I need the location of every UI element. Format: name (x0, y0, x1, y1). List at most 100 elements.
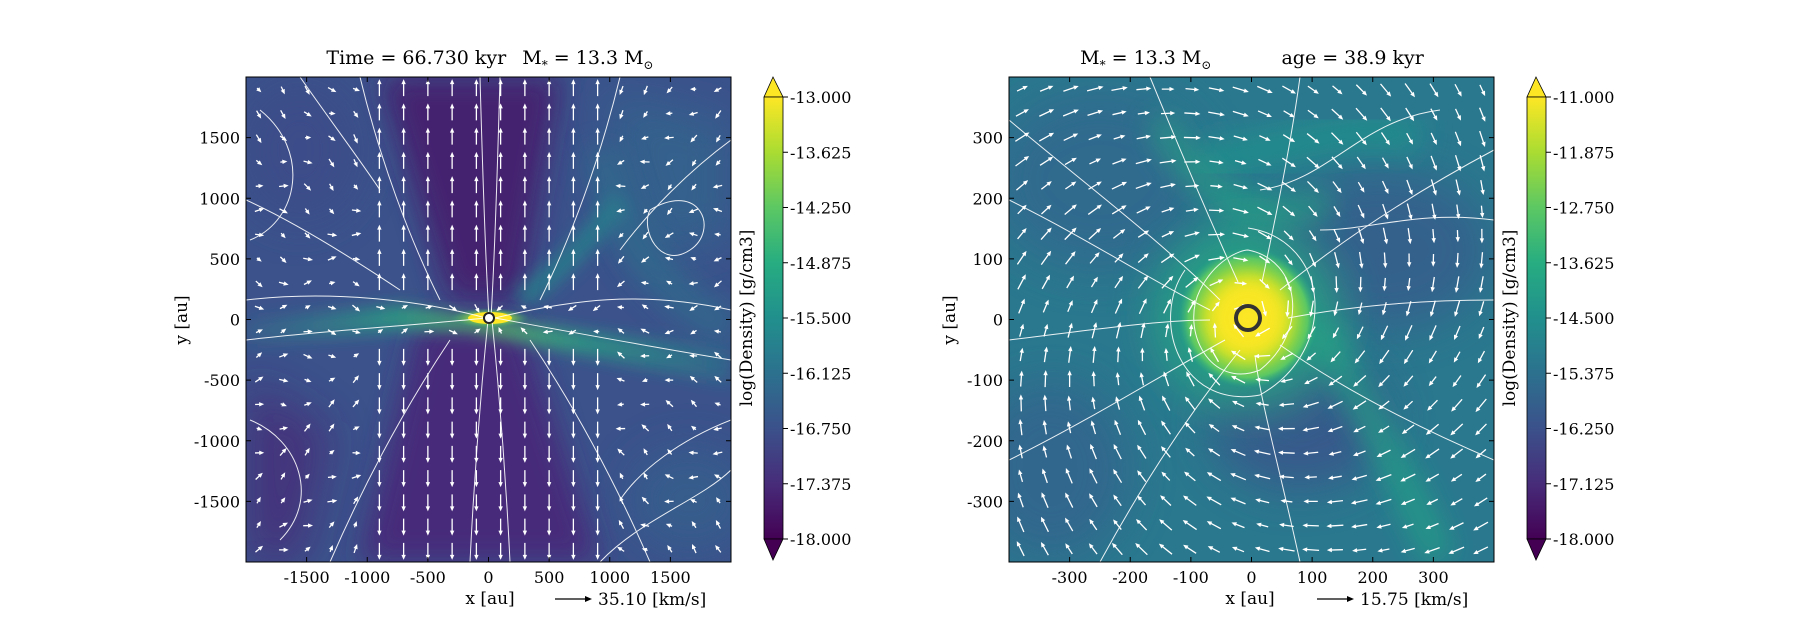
velocity-arrow (1307, 109, 1319, 119)
velocity-arrow (1137, 230, 1150, 238)
velocity-arrow (498, 200, 503, 218)
velocity-arrow (1331, 108, 1344, 120)
velocity-arrow (1375, 473, 1392, 481)
velocity-arrow (401, 176, 406, 194)
velocity-arrow (546, 273, 552, 291)
velocity-arrow (1159, 135, 1177, 140)
velocity-arrow (1310, 276, 1316, 293)
velocity-arrow (1019, 347, 1024, 362)
velocity-arrow (328, 158, 335, 168)
velocity-arrow (329, 183, 334, 192)
velocity-arrow (618, 232, 624, 238)
velocity-arrow (1302, 547, 1320, 552)
velocity-arrow (689, 375, 698, 383)
velocity-arrow (595, 470, 600, 488)
velocity-arrow (1430, 276, 1435, 293)
velocity-arrow (664, 329, 674, 335)
velocity-arrow (1184, 159, 1201, 165)
velocity-arrow (1448, 546, 1465, 554)
velocity-arrow (1454, 83, 1462, 97)
velocity-arrow (401, 103, 406, 121)
velocity-arrow (254, 376, 264, 383)
velocity-arrow (1450, 498, 1463, 506)
velocity-arrow (1091, 370, 1096, 387)
velocity-arrow (255, 329, 263, 334)
velocity-arrow (1332, 85, 1343, 95)
velocity-arrow (425, 445, 431, 463)
velocity-arrow (401, 304, 409, 310)
colorbar-tick-label: -13.625 (790, 143, 851, 162)
colorbar-tick-label: -18.000 (1553, 530, 1614, 549)
velocity-arrow (1163, 371, 1170, 387)
velocity-arrow (1115, 321, 1122, 339)
velocity-arrow (617, 546, 625, 552)
velocity-arrow (664, 304, 674, 310)
colorbar-tick-label: -14.875 (790, 254, 851, 273)
velocity-arrow (1207, 448, 1221, 457)
panel-right: M* = 13.3 M⊙ age = 38.9 kyr -300 -200 -100 0… (940, 47, 1614, 610)
velocity-arrow (1281, 157, 1296, 168)
velocity-arrow (640, 523, 650, 528)
velocity-arrow (425, 421, 431, 439)
velocity-arrow (255, 232, 265, 237)
velocity-arrow (327, 232, 338, 237)
velocity-arrow (1019, 323, 1025, 337)
xlabel-right: x [au] (1225, 589, 1274, 609)
velocity-arrow (1233, 324, 1245, 338)
velocity-arrow (1455, 204, 1461, 220)
velocity-arrow (1425, 473, 1440, 482)
velocity-arrow (1184, 111, 1201, 116)
velocity-arrow (1357, 302, 1363, 316)
velocity-arrow (691, 183, 697, 191)
velocity-arrow (1136, 134, 1152, 140)
quiver-key-right: 15.75 [km/s] (1317, 590, 1468, 610)
velocity-arrow (522, 397, 528, 415)
velocity-arrow (1088, 181, 1102, 190)
velocity-arrow (522, 79, 528, 97)
velocity-arrow (328, 377, 336, 382)
velocity-arrow (643, 85, 648, 96)
velocity-arrow (1309, 300, 1314, 318)
velocity-arrow (1425, 522, 1439, 530)
velocity-arrow (474, 127, 479, 145)
velocity-arrow (619, 496, 624, 505)
velocity-arrow (664, 377, 674, 383)
velocity-arrow (546, 224, 552, 242)
velocity-arrow (1065, 251, 1076, 265)
velocity-arrow (567, 304, 577, 311)
y-tick-label: -500 (204, 371, 240, 390)
velocity-arrow (498, 348, 503, 366)
velocity-arrow (1454, 300, 1461, 317)
velocity-arrow (1405, 324, 1413, 341)
velocity-arrow (1429, 325, 1437, 341)
velocity-arrow (498, 397, 503, 415)
velocity-arrow (1018, 469, 1024, 483)
velocity-arrow (352, 450, 361, 456)
velocity-arrow (328, 521, 335, 528)
velocity-arrow (1306, 133, 1320, 144)
velocity-arrow (1326, 547, 1343, 553)
velocity-arrow (1404, 83, 1415, 98)
velocity-arrow (1428, 350, 1437, 364)
velocity-arrow (1015, 180, 1029, 191)
colorbar-tick-label: -13.000 (790, 88, 851, 107)
velocity-arrow (1302, 523, 1319, 528)
velocity-arrow (425, 176, 431, 194)
velocity-arrow (1431, 203, 1437, 220)
velocity-arrow (1208, 398, 1221, 409)
velocity-arrow (1040, 204, 1052, 215)
velocity-arrow (640, 328, 650, 334)
velocity-arrow (377, 79, 382, 97)
velocity-arrow (1255, 498, 1270, 504)
velocity-arrow (643, 208, 649, 214)
velocity-arrow (1017, 274, 1026, 290)
velocity-arrow (667, 544, 673, 553)
velocity-arrow (304, 208, 310, 215)
velocity-arrow (401, 445, 406, 463)
velocity-arrow (522, 248, 528, 266)
velocity-arrow (474, 397, 479, 415)
velocity-arrow (498, 542, 503, 560)
velocity-arrow (327, 256, 337, 261)
velocity-arrow (1278, 474, 1294, 479)
velocity-arrow (690, 425, 697, 431)
